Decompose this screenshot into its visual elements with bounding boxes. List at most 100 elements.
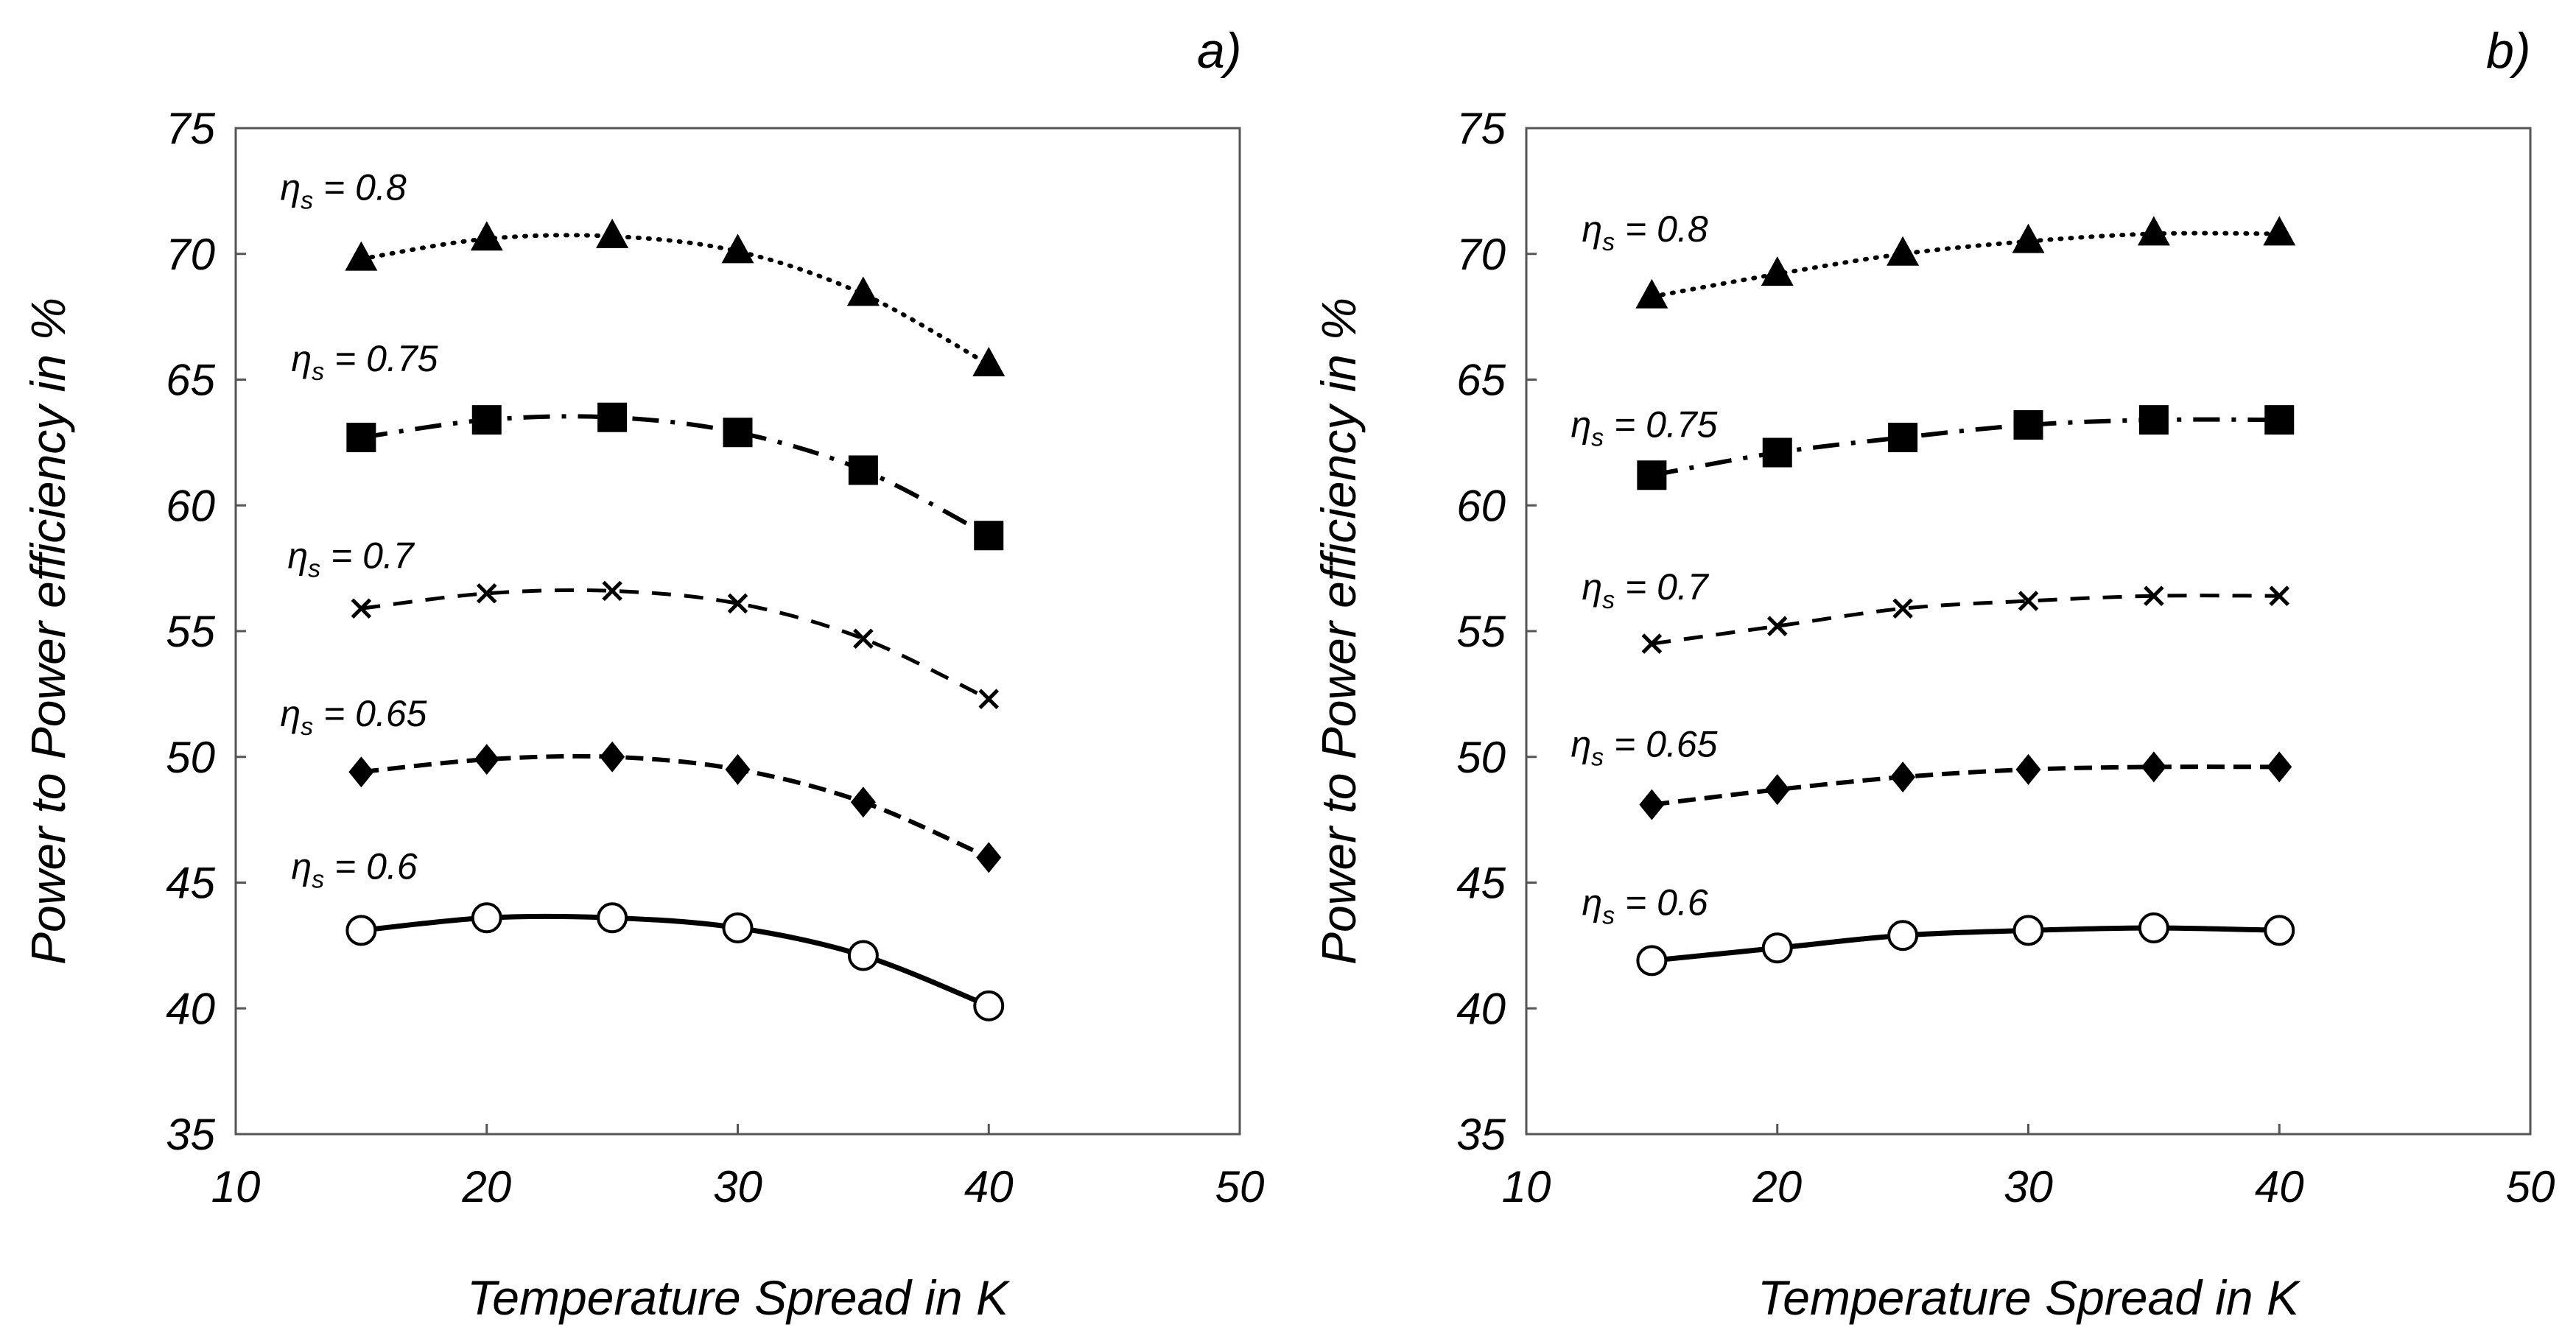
- circle-marker: [1887, 920, 1919, 951]
- x-tick-label: 30: [2004, 1162, 2053, 1211]
- series-label: ηs = 0.8: [1582, 208, 1708, 256]
- series-label: ηs = 0.75: [1570, 404, 1717, 451]
- circle-marker: [2012, 915, 2044, 946]
- circle-marker: [1761, 932, 1793, 964]
- series-triangle: ηs = 0.8: [280, 167, 1006, 377]
- triangle-marker: [2012, 223, 2045, 253]
- x-marker-stroke: [2144, 585, 2164, 606]
- diamond-marker: [2015, 753, 2041, 785]
- y-tick-label: 45: [1456, 859, 1506, 908]
- x-marker: [602, 580, 622, 602]
- square-marker: [2264, 405, 2295, 435]
- y-tick-label: 60: [1456, 481, 1506, 530]
- y-axis-label: Power to Power efficiency in %: [1311, 298, 1366, 965]
- x-marker: [1641, 633, 1663, 654]
- x-tick-label: 30: [713, 1162, 762, 1211]
- triangle-marker: [972, 347, 1006, 377]
- series-line: [1651, 417, 2280, 478]
- x-marker: [2018, 591, 2039, 611]
- plot-frame: [234, 127, 1241, 1136]
- series-line: [361, 588, 990, 701]
- x-marker: [727, 593, 748, 614]
- x-marker: [1766, 616, 1788, 636]
- y-tick-label: 65: [1456, 356, 1506, 405]
- x-axis-label: Temperature Spread in K: [467, 1270, 1011, 1325]
- series-line: [1652, 764, 2280, 807]
- x-marker-stroke: [2018, 591, 2039, 611]
- x-marker-stroke: [602, 580, 622, 602]
- y-tick-label: 50: [1456, 733, 1506, 782]
- triangle-marker: [345, 241, 378, 271]
- triangle-marker: [2137, 216, 2170, 246]
- series-line: [359, 233, 992, 367]
- diamond-marker: [2267, 751, 2292, 783]
- series-triangle: ηs = 0.8: [1582, 208, 2296, 309]
- diamond-marker: [976, 842, 1002, 873]
- y-tick-label: 40: [1456, 984, 1506, 1033]
- circle-marker: [2138, 912, 2169, 943]
- series-label: ηs = 0.7: [1582, 566, 1709, 614]
- panel-label: b): [2486, 23, 2530, 79]
- y-tick-label: 75: [166, 104, 215, 153]
- y-tick-label: 60: [166, 481, 215, 530]
- x-marker-stroke: [853, 628, 874, 650]
- diamond-marker: [1764, 774, 1790, 806]
- x-tick-label: 40: [2255, 1162, 2304, 1211]
- square-marker: [848, 455, 878, 485]
- triangle-marker: [596, 218, 629, 248]
- y-tick-label: 70: [166, 230, 215, 279]
- circle-marker: [1636, 945, 1668, 977]
- series-label: ηs = 0.75: [291, 338, 438, 386]
- x-marker-stroke: [727, 593, 748, 614]
- x-tick-label: 20: [461, 1162, 511, 1211]
- diamond-marker: [850, 787, 876, 818]
- diamond-marker: [2141, 751, 2166, 783]
- series-line: [361, 753, 990, 860]
- y-tick-label: 45: [166, 859, 215, 908]
- square-marker: [974, 521, 1004, 551]
- x-marker-stroke: [351, 598, 372, 619]
- square-marker: [723, 418, 753, 448]
- x-tick-label: 50: [1215, 1162, 1265, 1211]
- triangle-marker: [846, 276, 880, 306]
- series-label: ηs = 0.65: [1570, 724, 1717, 772]
- series-label: ηs = 0.6: [1582, 882, 1708, 929]
- x-marker: [1892, 598, 1913, 619]
- chart-panel-b: 35 40 45 50 55 60 65 70 75 10 20 30 40 50 Temperature …: [1311, 23, 2555, 1325]
- series-line: [1649, 925, 2282, 963]
- y-tick-label: 65: [166, 356, 215, 405]
- diamond-marker: [474, 744, 499, 775]
- series-diamond: ηs = 0.65: [280, 693, 1002, 873]
- y-tick-label: 55: [1456, 607, 1506, 656]
- square-marker: [597, 402, 628, 432]
- series-circle: ηs = 0.6: [291, 845, 1005, 1021]
- diamond-marker: [600, 741, 625, 773]
- triangle-marker: [1761, 256, 1794, 286]
- series-label: ηs = 0.65: [280, 693, 427, 741]
- x-marker: [978, 689, 1000, 709]
- x-marker-stroke: [1641, 633, 1663, 654]
- chart-panel-a: 35 40 45 50 55 60 65 70 75 10 20 30 40 50 Temperature …: [21, 23, 1264, 1325]
- series-x: ηs = 0.7: [287, 535, 1000, 709]
- y-tick-label: 35: [1456, 1110, 1506, 1159]
- square-marker: [1888, 423, 1918, 453]
- x-marker-stroke: [1892, 598, 1913, 619]
- y-tick-label: 55: [166, 607, 215, 656]
- x-marker: [2144, 585, 2164, 606]
- x-marker-stroke: [2269, 585, 2290, 606]
- series-square: ηs = 0.75: [1570, 404, 2295, 490]
- x-tick-label: 20: [1752, 1162, 1802, 1211]
- y-tick-label: 50: [166, 733, 215, 782]
- series-line: [1649, 231, 2282, 299]
- circle-marker: [597, 902, 628, 934]
- x-tick-label: 10: [1502, 1162, 1551, 1211]
- circle-marker: [722, 912, 754, 943]
- circle-marker: [847, 940, 879, 971]
- diamond-marker: [725, 753, 751, 785]
- series-circle: ηs = 0.6: [1582, 882, 2295, 977]
- x-marker-stroke: [978, 689, 1000, 709]
- series-square: ηs = 0.75: [291, 338, 1004, 551]
- x-marker: [476, 583, 497, 604]
- y-axis-label: Power to Power efficiency in %: [21, 298, 75, 965]
- y-tick-label: 35: [166, 1110, 215, 1159]
